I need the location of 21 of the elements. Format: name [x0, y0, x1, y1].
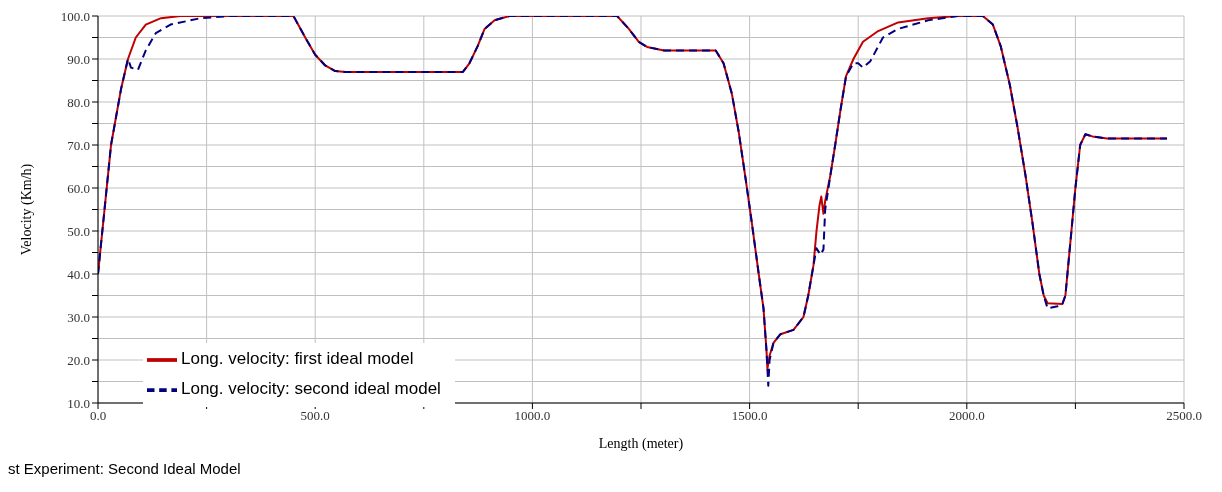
y-tick-label: 60.0: [67, 180, 90, 196]
x-tick-label: 2500.0: [1166, 408, 1202, 424]
y-tick-label: 20.0: [67, 352, 90, 368]
text: st Experiment: Second Ideal Model: [8, 460, 241, 477]
y-tick-label: 10.0: [67, 395, 90, 411]
x-tick-label: 1500.0: [731, 408, 768, 424]
y-tick-label: 100.0: [60, 8, 90, 24]
x-tick-label: 0.0: [89, 408, 107, 424]
x-tick-label: 500.0: [300, 408, 330, 424]
legend-label: Long. velocity: second ideal model: [181, 379, 441, 399]
y-tick-label: 30.0: [67, 309, 90, 325]
x-axis-title: Length (meter): [598, 436, 684, 452]
legend-label: Long. velocity: first ideal model: [181, 349, 414, 369]
x-tick-label: 1000.0: [514, 408, 551, 424]
x-tick-label: 2000.0: [948, 408, 985, 424]
y-tick-label: 40.0: [67, 266, 90, 282]
y-axis-title: Velocity (Km/h): [18, 163, 35, 256]
y-tick-label: 70.0: [67, 137, 90, 153]
y-tick-label: 90.0: [67, 51, 90, 67]
y-tick-label: 50.0: [67, 223, 90, 239]
y-tick-label: 80.0: [67, 94, 90, 110]
